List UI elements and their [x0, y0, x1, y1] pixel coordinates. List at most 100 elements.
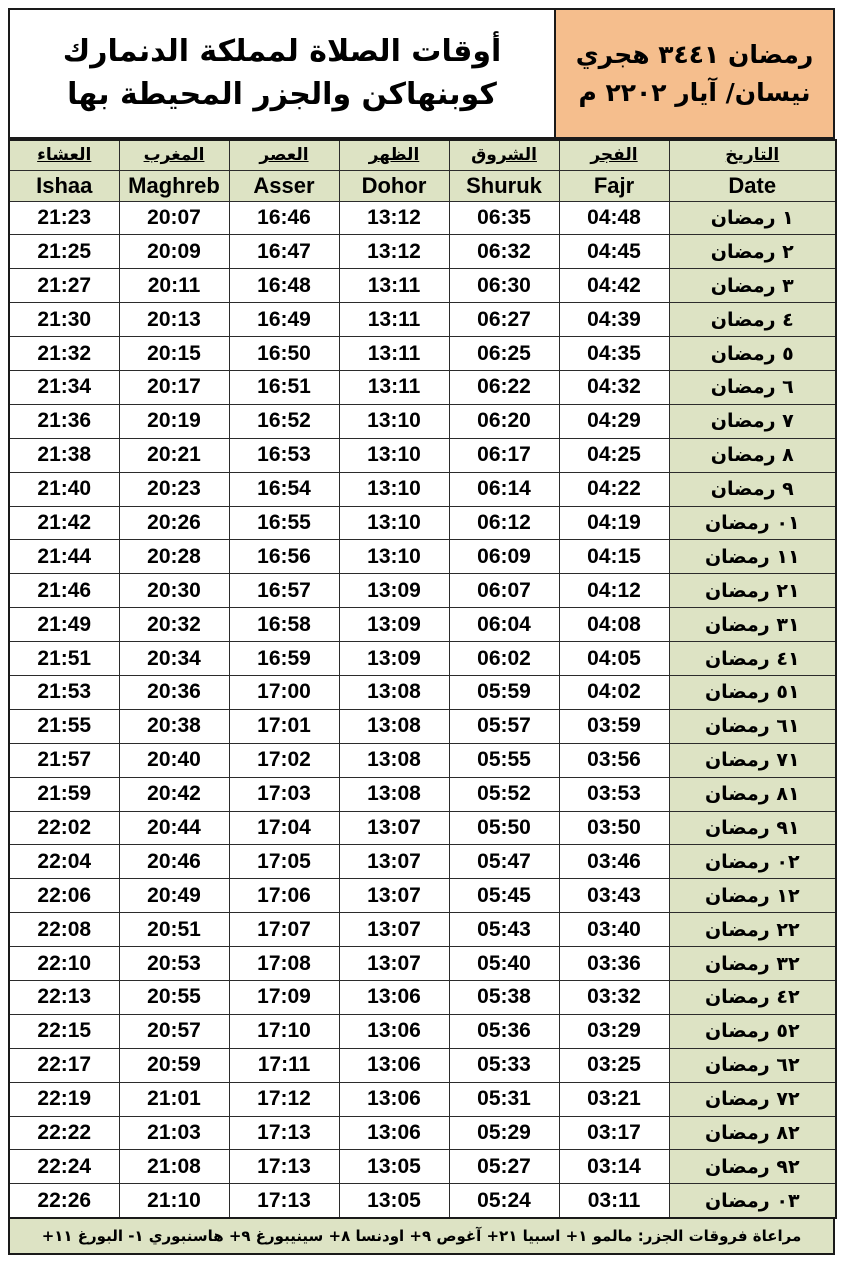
hijri-date-box: رمضان ١٤٤٣ هجري نيسان/ آيار ٢٠٢٢ م	[555, 8, 835, 139]
cell-ishaa: 22:06	[8, 878, 120, 914]
cell-date: ٥ رمضان	[668, 336, 837, 371]
island-offsets-note: مراعاة فروقات الجزر: مالمو ١+ اسبيا ١٢+ …	[41, 1226, 802, 1245]
cell-ishaa: 22:08	[8, 912, 120, 948]
cell-dohor: 13:07	[338, 844, 450, 880]
cell-shuruk: 06:02	[448, 641, 560, 676]
cell-maghreb: 20:09	[118, 234, 230, 270]
cell-fajr: 03:36	[558, 946, 670, 981]
cell-dohor: 13:08	[338, 708, 450, 744]
col-header-ar-asser: العصر	[228, 139, 340, 171]
cell-shuruk: 05:55	[448, 742, 560, 778]
cell-dohor: 13:06	[338, 1115, 450, 1151]
cell-dohor: 13:08	[338, 776, 450, 812]
cell-date: ١٤ رمضان	[668, 641, 837, 676]
cell-dohor: 13:09	[338, 607, 450, 643]
cell-dohor: 13:08	[338, 742, 450, 778]
header-row-english: Ishaa Maghreb Asser Dohor Shuruk Fajr Da…	[8, 169, 837, 202]
cell-fajr: 03:25	[558, 1047, 670, 1083]
table-body: 21:23 20:07 16:46 13:12 06:35 04:48 ١ رمضان 21:…	[8, 200, 837, 1219]
table-row: 22:22 21:03 17:13 13:06 05:29 03:17 ٢٨ رمضان	[8, 1115, 837, 1151]
cell-fajr: 03:59	[558, 708, 670, 744]
cell-fajr: 04:25	[558, 437, 670, 473]
cell-asser: 16:58	[228, 607, 340, 643]
col-header-ar-ishaa: العشاء	[8, 139, 120, 171]
cell-ishaa: 21:30	[8, 302, 120, 338]
col-header-en-fajr: Fajr	[558, 169, 670, 202]
cell-date: ٣٠ رمضان	[668, 1183, 837, 1219]
cell-dohor: 13:11	[338, 268, 450, 304]
cell-shuruk: 06:35	[448, 200, 560, 236]
table-row: 22:02 20:44 17:04 13:07 05:50 03:50 ١٩ رمضان	[8, 810, 837, 846]
cell-shuruk: 05:31	[448, 1081, 560, 1117]
cell-asser: 16:55	[228, 505, 340, 541]
cell-maghreb: 20:21	[118, 437, 230, 473]
cell-maghreb: 20:26	[118, 505, 230, 541]
cell-ishaa: 21:32	[8, 336, 120, 371]
cell-asser: 16:54	[228, 471, 340, 507]
header-band: أوقات الصلاة لمملكة الدنمارك كوبنهاكن وا…	[8, 8, 835, 139]
cell-shuruk: 06:30	[448, 268, 560, 304]
cell-shuruk: 06:14	[448, 471, 560, 507]
table-row: 22:26 21:10 17:13 13:05 05:24 03:11 ٣٠ رمضان	[8, 1183, 837, 1219]
cell-fajr: 03:29	[558, 1013, 670, 1049]
cell-dohor: 13:10	[338, 437, 450, 473]
cell-shuruk: 06:09	[448, 539, 560, 575]
cell-ishaa: 22:22	[8, 1115, 120, 1151]
cell-fajr: 04:22	[558, 471, 670, 507]
cell-shuruk: 05:57	[448, 708, 560, 744]
cell-date: ١٠ رمضان	[668, 505, 837, 541]
cell-dohor: 13:06	[338, 1047, 450, 1083]
table-row: 21:42 20:26 16:55 13:10 06:12 04:19 ١٠ رمضان	[8, 505, 837, 541]
cell-shuruk: 05:36	[448, 1013, 560, 1049]
col-header-en-ishaa: Ishaa	[8, 169, 120, 202]
col-header-ar-date: التاريخ	[668, 139, 837, 171]
cell-date: ٤ رمضان	[668, 302, 837, 338]
cell-maghreb: 20:34	[118, 641, 230, 676]
cell-date: ١ رمضان	[668, 200, 837, 236]
cell-date: ١٧ رمضان	[668, 742, 837, 778]
cell-date: ١١ رمضان	[668, 539, 837, 575]
cell-maghreb: 20:57	[118, 1013, 230, 1049]
cell-shuruk: 05:45	[448, 878, 560, 914]
cell-maghreb: 20:30	[118, 573, 230, 609]
title-line-1: أوقات الصلاة لمملكة الدنمارك	[62, 33, 502, 69]
table-row: 21:36 20:19 16:52 13:10 06:20 04:29 ٧ رمضان	[8, 403, 837, 439]
table-row: 22:24 21:08 17:13 13:05 05:27 03:14 ٢٩ رمضان	[8, 1149, 837, 1185]
cell-asser: 17:05	[228, 844, 340, 880]
cell-date: ١٢ رمضان	[668, 573, 837, 609]
col-header-en-maghreb: Maghreb	[118, 169, 230, 202]
cell-dohor: 13:10	[338, 403, 450, 439]
cell-asser: 17:06	[228, 878, 340, 914]
cell-ishaa: 21:51	[8, 641, 120, 676]
cell-asser: 17:03	[228, 776, 340, 812]
cell-dohor: 13:11	[338, 302, 450, 338]
cell-asser: 17:13	[228, 1115, 340, 1151]
cell-asser: 16:50	[228, 336, 340, 371]
table-row: 21:51 20:34 16:59 13:09 06:02 04:05 ١٤ رمضان	[8, 641, 837, 676]
cell-date: ١٥ رمضان	[668, 674, 837, 710]
cell-fajr: 03:46	[558, 844, 670, 880]
cell-shuruk: 06:12	[448, 505, 560, 541]
table-row: 21:34 20:17 16:51 13:11 06:22 04:32 ٦ رمضان	[8, 369, 837, 405]
timetable-wrap: العشاء المغرب العصر الظهر الشروق الفجر ا…	[8, 139, 837, 1219]
table-row: 22:13 20:55 17:09 13:06 05:38 03:32 ٢٤ رمضان	[8, 979, 837, 1015]
cell-dohor: 13:06	[338, 1081, 450, 1117]
table-row: 21:38 20:21 16:53 13:10 06:17 04:25 ٨ رمضان	[8, 437, 837, 473]
cell-ishaa: 21:42	[8, 505, 120, 541]
cell-asser: 17:09	[228, 979, 340, 1015]
cell-ishaa: 22:13	[8, 979, 120, 1015]
table-row: 22:10 20:53 17:08 13:07 05:40 03:36 ٢٣ رمضان	[8, 946, 837, 981]
cell-date: ٦ رمضان	[668, 369, 837, 405]
table-row: 22:06 20:49 17:06 13:07 05:45 03:43 ٢١ رمضان	[8, 878, 837, 914]
cell-asser: 17:12	[228, 1081, 340, 1117]
title-line-2: كوبنهاكن والجزر المحيطة بها	[67, 76, 497, 112]
cell-dohor: 13:07	[338, 810, 450, 846]
cell-date: ١٦ رمضان	[668, 708, 837, 744]
cell-fajr: 03:50	[558, 810, 670, 846]
cell-dohor: 13:06	[338, 1013, 450, 1049]
cell-date: ٣ رمضان	[668, 268, 837, 304]
cell-asser: 17:07	[228, 912, 340, 948]
title-box: أوقات الصلاة لمملكة الدنمارك كوبنهاكن وا…	[8, 8, 555, 139]
table-row: 21:27 20:11 16:48 13:11 06:30 04:42 ٣ رمضان	[8, 268, 837, 304]
cell-fajr: 04:32	[558, 369, 670, 405]
